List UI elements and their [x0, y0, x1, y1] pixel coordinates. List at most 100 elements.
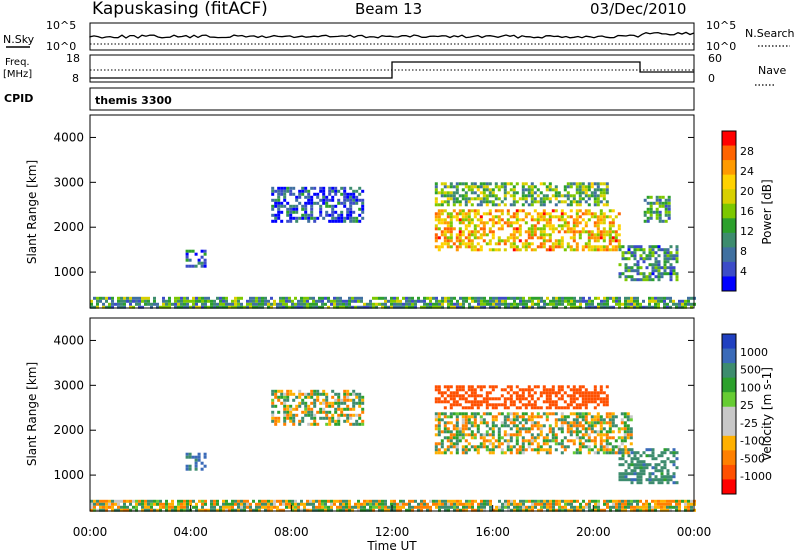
data-cell-2: [452, 227, 456, 231]
data-cell-5: [177, 505, 180, 509]
data-cell-5: [129, 499, 132, 503]
data-cell-6: [585, 305, 588, 309]
data-cell-2: [482, 418, 486, 422]
data-cell-2: [539, 236, 543, 240]
data-cell-6: [654, 296, 657, 300]
data-cell-2: [623, 451, 627, 455]
data-cell-6: [354, 299, 357, 303]
data-cell-6: [126, 299, 129, 303]
data-cell-2: [470, 424, 474, 428]
data-cell-0: [271, 213, 275, 217]
data-cell-6: [561, 299, 564, 303]
data-cell-5: [540, 499, 543, 503]
data-cell-6: [150, 302, 153, 306]
data-cell-5: [474, 508, 477, 512]
data-cell-5: [414, 499, 417, 503]
data-cell-6: [357, 299, 360, 303]
data-cell-3: [485, 394, 489, 398]
data-cell-6: [414, 305, 417, 309]
data-cell-2: [455, 451, 459, 455]
data-cell-2: [509, 215, 513, 219]
data-cell-5: [661, 201, 665, 205]
data-cell-3: [602, 197, 606, 201]
data-cell-0: [295, 395, 299, 399]
data-cell-2: [596, 218, 600, 222]
data-cell-6: [354, 305, 357, 309]
data-cell-2: [626, 418, 630, 422]
data-cell-2: [518, 209, 522, 213]
data-cell-2: [506, 418, 510, 422]
data-cell-3: [524, 194, 528, 198]
data-cell-0: [304, 195, 308, 199]
data-cell-0: [361, 204, 365, 208]
data-cell-5: [132, 499, 135, 503]
data-cell-5: [438, 502, 441, 506]
data-cell-2: [497, 227, 501, 231]
data-cell-6: [669, 299, 672, 303]
data-cell-4: [639, 475, 643, 479]
data-cell-6: [483, 305, 486, 309]
data-cell-1: [203, 455, 207, 459]
data-cell-5: [612, 499, 615, 503]
data-cell-2: [587, 218, 591, 222]
data-cell-0: [319, 410, 323, 414]
data-cell-6: [102, 305, 105, 309]
data-cell-0: [352, 392, 356, 396]
data-cell-6: [525, 299, 528, 303]
data-cell-2: [464, 224, 468, 228]
data-cell-3: [542, 200, 546, 204]
colorbar-swatch: [722, 450, 736, 466]
data-cell-5: [186, 499, 189, 503]
data-cell-0: [328, 189, 332, 193]
data-cell-0: [271, 398, 275, 402]
data-cell-2: [515, 245, 519, 249]
data-cell-3: [548, 200, 552, 204]
data-cell-3: [485, 182, 489, 186]
data-cell-2: [560, 245, 564, 249]
data-cell-3: [467, 394, 471, 398]
data-cell-5: [378, 499, 381, 503]
data-cell-3: [551, 385, 555, 389]
data-cell-6: [552, 302, 555, 306]
data-cell-2: [476, 451, 480, 455]
data-cell-4: [633, 278, 637, 282]
data-cell-3: [569, 203, 573, 207]
data-cell-2: [464, 236, 468, 240]
data-cell-3: [545, 388, 549, 392]
data-cell-1: [197, 258, 201, 262]
data-cell-6: [672, 302, 675, 306]
data-cell-2: [557, 418, 561, 422]
data-cell-6: [429, 302, 432, 306]
data-cell-1: [200, 261, 204, 265]
data-cell-2: [455, 239, 459, 243]
data-cell-2: [575, 215, 579, 219]
data-cell-3: [488, 200, 492, 204]
data-cell-3: [470, 394, 474, 398]
data-cell-5: [330, 505, 333, 509]
data-cell-3: [434, 182, 438, 186]
data-cell-6: [339, 305, 342, 309]
data-cell-3: [599, 385, 603, 389]
data-cell-6: [585, 302, 588, 306]
data-cell-2: [572, 218, 576, 222]
data-cell-5: [261, 505, 264, 509]
data-cell-3: [581, 397, 585, 401]
data-cell-0: [328, 416, 332, 420]
data-cell-0: [301, 207, 305, 211]
data-cell-3: [455, 403, 459, 407]
data-cell-2: [572, 227, 576, 231]
data-cell-2: [629, 415, 633, 419]
data-cell-3: [452, 203, 456, 207]
data-cell-6: [180, 305, 183, 309]
data-cell-5: [156, 499, 159, 503]
data-cell-6: [648, 302, 651, 306]
data-cell-6: [303, 296, 306, 300]
data-cell-5: [324, 502, 327, 506]
data-cell-1: [197, 261, 201, 265]
data-cell-6: [624, 296, 627, 300]
data-cell-2: [461, 427, 465, 431]
data-cell-5: [643, 198, 647, 202]
data-cell-2: [578, 236, 582, 240]
data-cell-6: [549, 302, 552, 306]
data-cell-2: [542, 412, 546, 416]
